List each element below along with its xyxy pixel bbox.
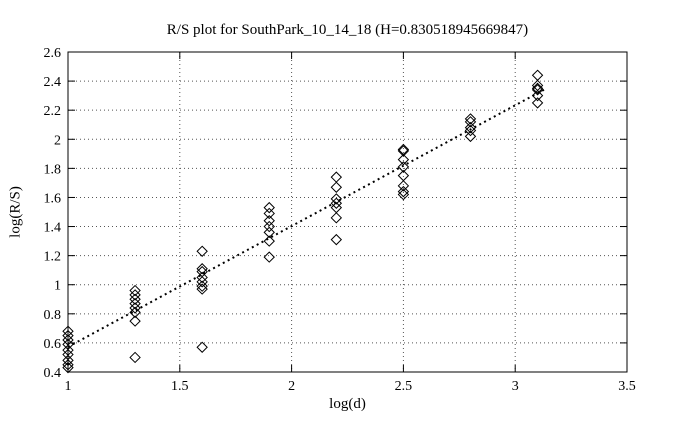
data-point-diamond xyxy=(129,306,141,319)
y-tick-label: 1 xyxy=(54,279,61,294)
data-point-diamond xyxy=(397,153,410,166)
y-tick-label: 1.2 xyxy=(44,250,62,265)
data-point-diamond xyxy=(464,113,477,125)
data-point-diamond xyxy=(129,289,141,301)
chart-title: R/S plot for SouthPark_10_14_18 (H=0.830… xyxy=(166,22,529,38)
data-point-diamond xyxy=(62,354,74,367)
data-point-diamond xyxy=(62,325,74,337)
data-point-diamond xyxy=(196,245,208,257)
y-tick-label: 2.4 xyxy=(44,75,62,90)
data-point-diamond xyxy=(263,215,275,227)
data-point-diamond xyxy=(330,193,343,205)
y-tick-label: 0.6 xyxy=(44,337,62,352)
y-tick-label: 1.6 xyxy=(44,191,62,206)
data-point-diamond xyxy=(531,89,544,102)
data-point-diamond xyxy=(330,212,343,224)
y-tick-label: 1.8 xyxy=(44,162,62,177)
data-point-diamond xyxy=(531,69,544,81)
x-tick-label: 3.5 xyxy=(618,379,636,394)
data-point-diamond xyxy=(397,169,410,182)
x-tick-label: 2 xyxy=(288,379,295,394)
data-point-diamond xyxy=(397,185,410,198)
data-point-diamond xyxy=(62,338,74,351)
y-tick-label: 2.2 xyxy=(44,104,62,119)
data-point-diamond xyxy=(263,207,275,220)
y-tick-label: 0.8 xyxy=(44,308,62,323)
data-point-diamond xyxy=(129,302,141,314)
data-point-diamond xyxy=(263,251,275,263)
data-point-diamond xyxy=(62,334,74,346)
data-point-diamond xyxy=(531,97,544,109)
data-point-diamond xyxy=(397,143,410,156)
data-point-diamond xyxy=(330,201,343,214)
data-point-diamond xyxy=(397,145,410,157)
y-tick-label: 2.6 xyxy=(44,46,62,61)
data-point-diamond xyxy=(129,293,141,305)
plot-border xyxy=(67,51,628,373)
y-axis-label: log(R/S) xyxy=(7,186,24,238)
data-point-diamond xyxy=(330,181,343,193)
y-tick-label: 2 xyxy=(54,133,61,148)
data-point-diamond xyxy=(397,180,410,192)
data-point-diamond xyxy=(263,201,275,214)
data-point-diamond xyxy=(196,271,208,284)
data-point-diamond xyxy=(464,121,477,134)
x-tick-label: 1 xyxy=(65,379,72,394)
y-tick-label: 1.4 xyxy=(44,221,62,236)
data-point-diamond xyxy=(330,171,343,183)
data-point-diamond xyxy=(464,130,477,143)
data-point-diamond xyxy=(129,315,141,327)
data-point-diamond xyxy=(330,197,343,209)
hurst-fit-line xyxy=(67,88,545,348)
data-point-diamond xyxy=(196,283,208,295)
data-point-diamond xyxy=(62,329,74,342)
data-point-diamond xyxy=(62,359,74,371)
data-point-diamond xyxy=(196,276,208,288)
x-tick-label: 2.5 xyxy=(395,379,413,394)
data-point-diamond xyxy=(531,79,544,92)
data-point-diamond xyxy=(531,84,544,96)
data-point-diamond xyxy=(129,297,141,310)
x-axis-label: log(d) xyxy=(329,396,366,412)
data-point-diamond xyxy=(263,235,275,247)
data-point-diamond xyxy=(263,226,275,239)
x-tick-label: 1.5 xyxy=(171,379,189,394)
data-point-diamond xyxy=(196,341,208,353)
data-point-diamond xyxy=(62,348,74,361)
data-point-diamond xyxy=(129,284,141,297)
data-point-diamond xyxy=(196,265,208,278)
x-tick-label: 3 xyxy=(512,379,519,394)
data-point-diamond xyxy=(62,344,74,356)
data-point-diamond xyxy=(397,161,410,173)
data-point-diamond xyxy=(129,351,141,364)
y-tick-label: 0.4 xyxy=(44,366,62,381)
data-point-diamond xyxy=(196,280,208,292)
data-point-diamond xyxy=(263,220,275,233)
data-point-diamond xyxy=(330,233,343,246)
data-point-diamond xyxy=(196,263,208,275)
